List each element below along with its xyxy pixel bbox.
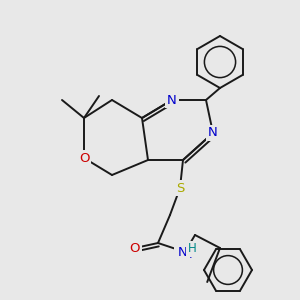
Text: S: S <box>176 182 184 194</box>
Text: N: N <box>178 245 188 259</box>
Text: H: H <box>188 242 196 256</box>
Text: O: O <box>130 242 140 254</box>
Text: O: O <box>79 152 89 164</box>
Text: N: N <box>208 127 218 140</box>
Text: NH: NH <box>176 248 194 260</box>
Text: N: N <box>167 94 177 106</box>
